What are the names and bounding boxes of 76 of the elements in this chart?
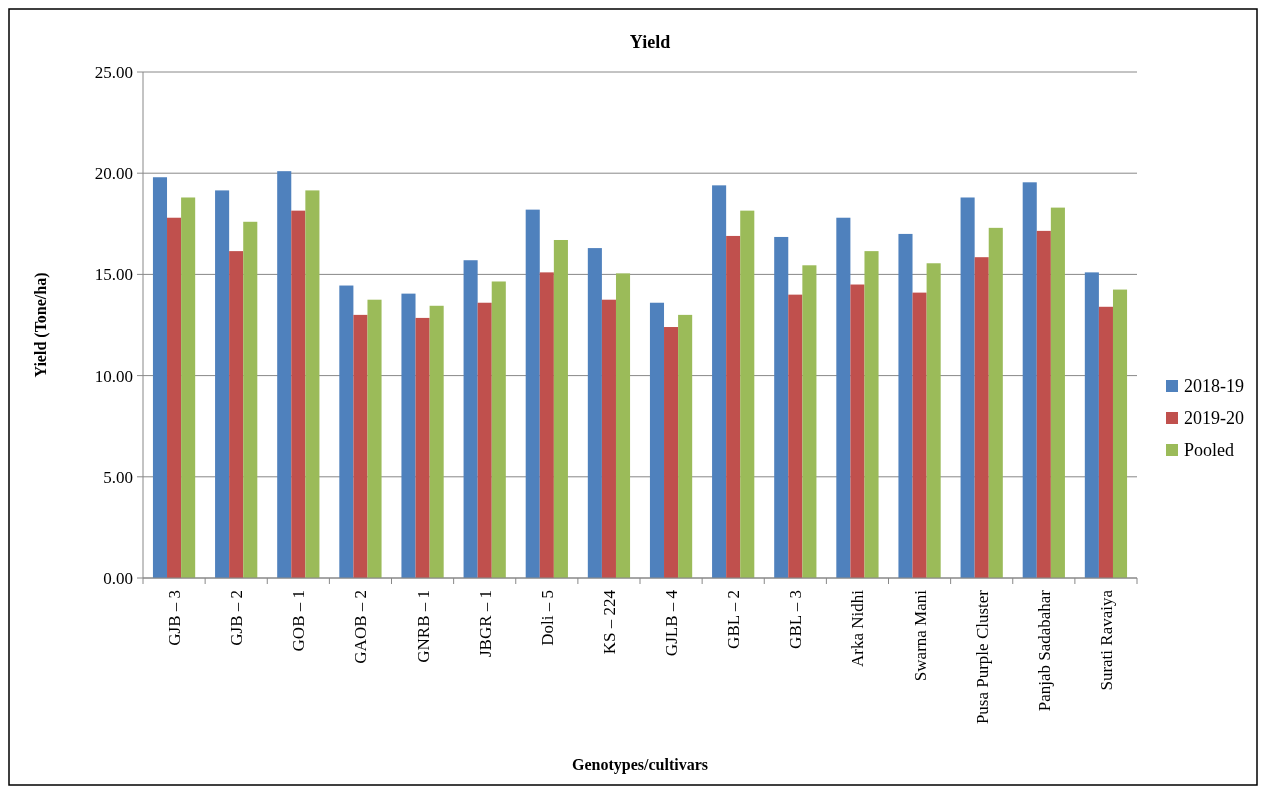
legend-label: 2018-19 [1184, 376, 1244, 397]
bar [277, 171, 292, 578]
bar [353, 314, 368, 578]
bar [415, 317, 430, 578]
bar [229, 251, 244, 578]
bar [167, 217, 182, 578]
bar [1084, 272, 1099, 578]
bar [712, 185, 727, 578]
bar [1112, 289, 1128, 578]
bar [477, 302, 492, 578]
bar [553, 239, 568, 578]
bar [181, 197, 196, 578]
x-tick-label: GJB – 2 [227, 590, 247, 646]
bar [678, 314, 693, 578]
y-axis-title: Yield (Tone/ha) [32, 272, 50, 378]
bar [774, 236, 789, 578]
bar [305, 190, 320, 578]
x-tick-label: JBGR – 1 [475, 590, 495, 658]
bar [152, 177, 168, 578]
x-tick-label: GBL – 2 [724, 590, 744, 649]
chart-title: Yield [629, 32, 671, 52]
y-tick-label: 10.00 [94, 366, 133, 386]
y-tick-label: 15.00 [94, 265, 133, 285]
bar [291, 210, 306, 578]
bar [491, 281, 506, 578]
y-tick-label: 0.00 [103, 568, 133, 588]
bar [788, 294, 803, 578]
x-tick-label: GNRB – 1 [413, 590, 433, 663]
legend-label: 2019-20 [1184, 408, 1244, 429]
bar [429, 305, 444, 578]
x-tick-label: Surati Ravaiya [1096, 589, 1116, 691]
bar [367, 299, 382, 578]
x-tick-label: Arka Nidhi [848, 589, 868, 667]
x-axis-title: Genotypes/cultivars [572, 756, 708, 774]
bar [215, 190, 230, 578]
bar [1036, 230, 1051, 578]
x-tick-label: GBL – 3 [786, 590, 806, 649]
bar [726, 235, 741, 578]
x-tick-label: GJB – 3 [165, 590, 185, 646]
bar [836, 217, 851, 578]
x-tick-label: GAOB – 2 [351, 590, 371, 664]
y-tick-label: 20.00 [94, 164, 133, 184]
bar [1098, 306, 1113, 578]
bar [243, 221, 258, 578]
bar [525, 209, 540, 578]
x-tick-label: KS – 224 [599, 589, 619, 655]
x-tick-label: GOB – 1 [289, 590, 309, 652]
x-tick-label: Swarna Mani [910, 589, 930, 682]
bar [974, 257, 989, 578]
bar [339, 285, 354, 578]
bar [539, 272, 554, 578]
bar [601, 299, 616, 578]
bar [912, 292, 927, 578]
bar [463, 260, 478, 578]
y-tick-label: 25.00 [94, 62, 133, 82]
bar [615, 273, 631, 578]
x-tick-label: Pusa Purple Cluster [972, 589, 992, 725]
bar [864, 251, 879, 578]
bar [802, 265, 817, 578]
bar [740, 210, 755, 578]
legend-label: Pooled [1184, 440, 1235, 461]
x-tick-label: GJLB – 4 [662, 589, 682, 657]
bar [988, 227, 1003, 578]
bar [850, 284, 865, 578]
bar [587, 248, 602, 578]
bar [1022, 182, 1037, 578]
bar [926, 263, 941, 578]
bar [649, 302, 665, 578]
y-tick-label: 5.00 [103, 467, 133, 487]
x-tick-label: Panjab Sadabahar [1034, 589, 1054, 712]
bar [1050, 207, 1065, 578]
bar [664, 327, 679, 578]
x-tick-label: Doli – 5 [537, 590, 557, 646]
bar [401, 293, 416, 578]
bar [898, 233, 913, 578]
bar [960, 197, 975, 578]
